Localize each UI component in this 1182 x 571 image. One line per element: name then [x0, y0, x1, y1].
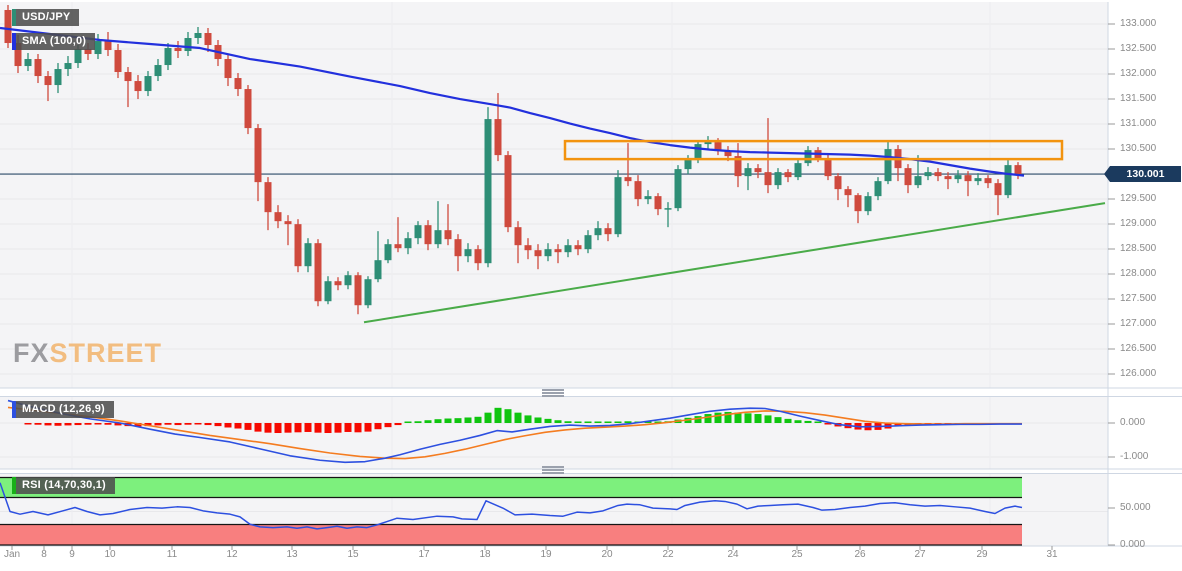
macd-tick-label: 0.000 — [1120, 417, 1146, 428]
date-tick-label: 19 — [540, 549, 552, 560]
price-tick-label: 129.000 — [1120, 218, 1157, 229]
current-price-badge: 130.001 — [1104, 166, 1181, 182]
date-tick-label: 12 — [226, 549, 238, 560]
price-tick-label: 131.500 — [1120, 93, 1157, 104]
price-tick-label: 129.500 — [1120, 193, 1157, 204]
price-tick-label: 126.500 — [1120, 343, 1157, 354]
rsi-indicator-label: RSI (14,70,30,1) — [12, 477, 115, 494]
price-tick-label: 128.000 — [1120, 268, 1157, 279]
rsi-tick-label: 0.000 — [1120, 539, 1146, 550]
symbol-label: USD/JPY — [12, 9, 80, 26]
price-tick-label: 127.500 — [1120, 293, 1157, 304]
date-tick-label: 11 — [166, 549, 178, 560]
rsi-pane-resize-handle[interactable] — [542, 465, 564, 474]
date-tick-label: 17 — [418, 549, 430, 560]
price-tick-label: 130.500 — [1120, 143, 1157, 154]
price-tick-label: 131.000 — [1120, 118, 1157, 129]
date-tick-label: 18 — [479, 549, 491, 560]
date-tick-label: 9 — [69, 549, 75, 560]
date-tick-label: 22 — [662, 549, 674, 560]
price-tick-label: 132.500 — [1120, 43, 1157, 54]
date-tick-label: 29 — [976, 549, 988, 560]
macd-label-text: MACD (12,26,9) — [22, 403, 105, 415]
symbol-label-text: USD/JPY — [22, 11, 71, 23]
date-tick-label: 31 — [1046, 549, 1058, 560]
date-tick-label: 27 — [914, 549, 926, 560]
sma-label-text: SMA (100,0) — [22, 35, 87, 47]
rsi-label-text: RSI (14,70,30,1) — [22, 479, 106, 491]
sma-indicator-label: SMA (100,0) — [12, 33, 96, 50]
price-tick-label: 132.000 — [1120, 68, 1157, 79]
price-badge-pointer-icon — [1104, 166, 1110, 182]
current-price-value: 130.001 — [1126, 168, 1165, 180]
price-tick-label: 127.000 — [1120, 318, 1157, 329]
date-tick-label: 24 — [727, 549, 739, 560]
date-tick-label: 26 — [854, 549, 866, 560]
price-tick-label: 133.000 — [1120, 18, 1157, 29]
macd-indicator-label: MACD (12,26,9) — [12, 401, 114, 418]
date-tick-label: 25 — [791, 549, 803, 560]
fxstreet-watermark: FXSTREET — [13, 338, 162, 369]
date-tick-label: 13 — [286, 549, 298, 560]
macd-tick-label: -1.000 — [1120, 451, 1149, 462]
date-tick-label: 15 — [347, 549, 359, 560]
date-tick-label: 10 — [104, 549, 116, 560]
date-tick-label: 8 — [41, 549, 47, 560]
macd-pane-resize-handle[interactable] — [542, 388, 564, 397]
rsi-tick-label: 50.000 — [1120, 502, 1151, 513]
price-tick-label: 128.500 — [1120, 243, 1157, 254]
date-tick-label: 20 — [601, 549, 613, 560]
price-tick-label: 126.000 — [1120, 368, 1157, 379]
date-tick-label: Jan — [3, 549, 21, 560]
watermark-fx: FX — [13, 338, 50, 368]
watermark-street: STREET — [49, 338, 163, 368]
